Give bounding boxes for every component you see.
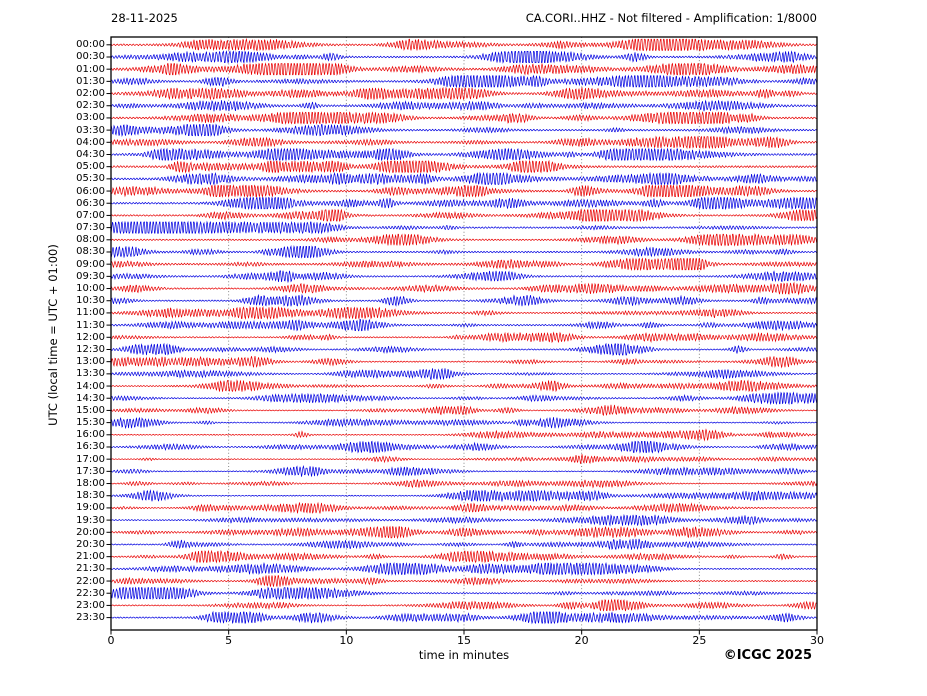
seismogram-trace-0600 [110, 184, 818, 199]
seismogram-trace-0630 [110, 196, 818, 211]
seismogram-trace-0300 [110, 111, 818, 125]
seismogram-trace-0100 [110, 62, 818, 76]
seismogram-trace-0830 [110, 244, 818, 259]
seismogram-trace-1300 [110, 355, 818, 369]
seismogram-trace-2300 [110, 598, 818, 612]
date-label: 28-11-2025 [111, 11, 178, 25]
seismogram-trace-1130 [110, 319, 818, 332]
seismogram-trace-0000 [110, 37, 818, 52]
seismogram-trace-1330 [110, 367, 818, 381]
seismogram-trace-0200 [110, 86, 818, 101]
seismogram-trace-0530 [110, 171, 818, 186]
seismogram-trace-1500 [110, 404, 818, 416]
seismogram-trace-1630 [110, 440, 818, 454]
seismogram-trace-1200 [110, 331, 818, 344]
seismogram-trace-0130 [110, 74, 818, 89]
x-axis-label: time in minutes [418, 648, 510, 662]
seismogram-trace-1100 [110, 306, 818, 320]
seismogram-trace-1900 [110, 501, 818, 514]
seismogram-trace-1700 [110, 454, 818, 464]
seismogram-trace-2330 [110, 610, 818, 625]
seismogram-trace-1400 [110, 379, 818, 393]
seismogram-trace-2230 [110, 586, 818, 601]
seismogram-trace-2030 [110, 538, 818, 551]
seismogram-trace-1030 [110, 293, 818, 307]
seismogram-trace-0900 [110, 257, 818, 272]
seismogram-trace-1930 [110, 513, 818, 527]
copyright-label: ©ICGC 2025 [723, 648, 812, 663]
plot-title: CA.CORI..HHZ - Not filtered - Amplificat… [525, 11, 817, 25]
seismogram-trace-0930 [110, 270, 818, 284]
seismogram-trace-0700 [110, 208, 818, 223]
seismogram-trace-0500 [110, 159, 818, 174]
seismogram-trace-0400 [110, 135, 818, 150]
seismogram-trace-1830 [110, 489, 818, 503]
seismogram-trace-0230 [110, 99, 818, 112]
seismogram-trace-1600 [110, 428, 818, 442]
seismogram-trace-2000 [110, 525, 818, 539]
seismogram-trace-1000 [110, 281, 818, 296]
seismogram-trace-1230 [110, 342, 818, 356]
seismogram-trace-0330 [110, 123, 818, 138]
seismogram-trace-2200 [110, 575, 818, 587]
seismogram-trace-0030 [110, 50, 818, 64]
seismogram-trace-1730 [110, 464, 818, 477]
seismogram-trace-2130 [110, 561, 818, 576]
seismogram-trace-1530 [110, 416, 818, 430]
seismogram-trace-1430 [110, 391, 818, 406]
seismogram-trace-2100 [110, 549, 818, 564]
seismogram-trace-1800 [110, 479, 818, 489]
seismogram-trace-0430 [110, 147, 818, 162]
seismogram-trace-0730 [110, 220, 818, 235]
seismogram-trace-0800 [110, 232, 818, 247]
